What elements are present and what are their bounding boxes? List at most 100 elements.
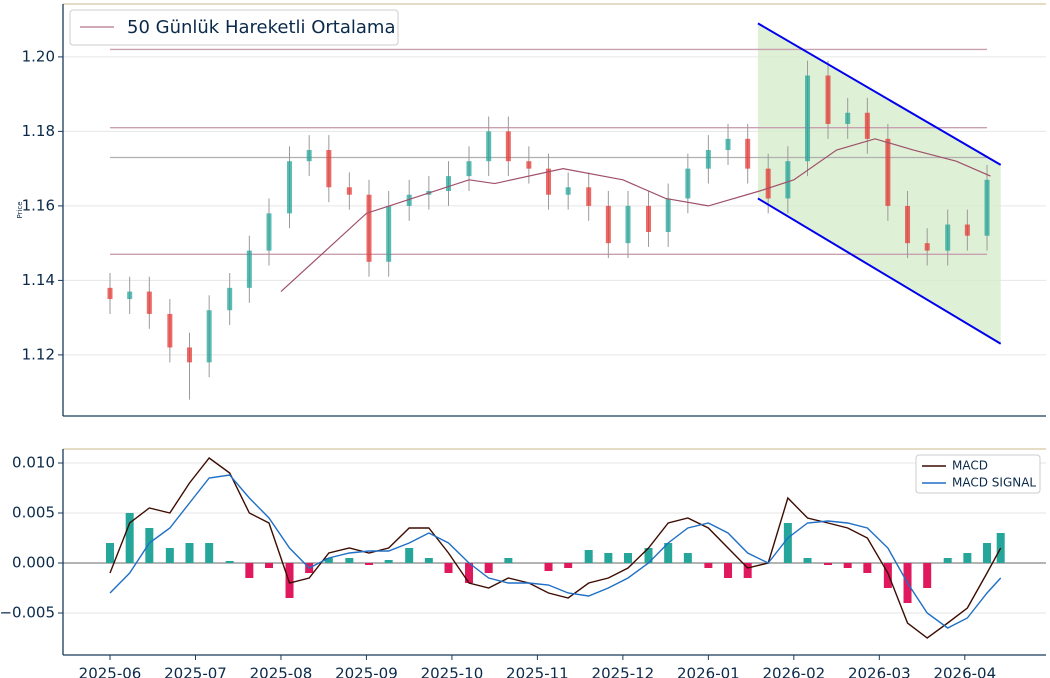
histogram-bar bbox=[504, 558, 513, 563]
histogram-bar bbox=[803, 558, 812, 563]
histogram-bar bbox=[324, 558, 333, 563]
candle-body bbox=[705, 150, 711, 169]
y-tick-label: 1.14 bbox=[22, 271, 55, 289]
candle-body bbox=[864, 112, 870, 139]
x-tick-label: 2025-11 bbox=[506, 665, 569, 678]
candle-body bbox=[685, 168, 691, 199]
candle-body bbox=[765, 168, 771, 199]
candle-body bbox=[227, 287, 233, 311]
candle-body bbox=[266, 213, 272, 251]
histogram-bar bbox=[584, 550, 593, 563]
histogram-bar bbox=[484, 563, 493, 573]
channel-line bbox=[757, 197, 1002, 345]
histogram-bar bbox=[883, 563, 892, 588]
moving-average bbox=[280, 138, 991, 293]
y-tick-label: 1.20 bbox=[22, 47, 55, 65]
candle-body bbox=[924, 243, 930, 251]
candle-body bbox=[725, 138, 731, 151]
histogram-bar bbox=[285, 563, 294, 598]
histogram-bar bbox=[185, 543, 194, 563]
histogram-bar bbox=[405, 548, 414, 563]
candle-body bbox=[984, 179, 990, 236]
legend-box bbox=[915, 454, 1041, 494]
histogram-bar bbox=[863, 563, 872, 573]
candle-body bbox=[246, 250, 252, 288]
candle-body bbox=[486, 131, 492, 162]
histogram-bar bbox=[824, 563, 833, 565]
macd-line bbox=[109, 474, 1002, 629]
candle-body bbox=[127, 291, 133, 300]
y-tick-label: 1.18 bbox=[22, 122, 55, 140]
histogram-bar bbox=[205, 543, 214, 563]
y-tick-label: 1.12 bbox=[22, 345, 55, 363]
histogram-bar bbox=[265, 563, 274, 568]
legend-label: MACD bbox=[952, 459, 988, 473]
candle-body bbox=[505, 131, 511, 162]
candle-body bbox=[107, 287, 113, 300]
candle-body bbox=[206, 310, 212, 363]
x-tick-label: 2025-08 bbox=[250, 665, 313, 678]
histogram-bar bbox=[444, 563, 453, 573]
candle-body bbox=[446, 176, 452, 192]
y-tick-label: 0.010 bbox=[12, 454, 55, 472]
candle-body bbox=[306, 150, 312, 162]
candle-body bbox=[625, 205, 631, 244]
histogram-bar bbox=[724, 563, 733, 578]
histogram-bar bbox=[145, 528, 154, 563]
histogram-bar bbox=[963, 553, 972, 563]
candle-body bbox=[565, 187, 571, 195]
histogram-bar bbox=[345, 558, 354, 563]
candle-body bbox=[605, 205, 611, 244]
legend-label: MACD SIGNAL bbox=[952, 476, 1036, 490]
y-tick-label: −0.005 bbox=[0, 604, 55, 622]
candle-body bbox=[326, 150, 332, 188]
candle-body bbox=[466, 161, 472, 177]
histogram-bar bbox=[424, 558, 433, 563]
candle-body bbox=[885, 138, 891, 206]
candle-body bbox=[845, 112, 851, 124]
candle-body bbox=[406, 194, 412, 206]
histogram-bar bbox=[106, 543, 115, 563]
legend-label: 50 Günlük Hareketli Ortalama bbox=[127, 17, 395, 38]
candle-body bbox=[905, 205, 911, 244]
candle-body bbox=[526, 161, 532, 169]
x-tick-label: 2026-01 bbox=[677, 665, 740, 678]
candle-body bbox=[167, 313, 173, 348]
histogram-bar bbox=[245, 563, 254, 578]
histogram-bar bbox=[743, 563, 752, 578]
histogram-bar bbox=[664, 543, 673, 563]
x-tick-label: 2025-09 bbox=[335, 665, 398, 678]
histogram-bar bbox=[465, 563, 474, 583]
candle-body bbox=[964, 224, 970, 236]
x-tick-label: 2026-02 bbox=[762, 665, 825, 678]
y-axis-label: Price bbox=[16, 201, 24, 218]
x-tick-label: 2026-03 bbox=[848, 665, 911, 678]
candle-body bbox=[825, 75, 831, 124]
histogram-bar bbox=[604, 553, 613, 563]
candle-body bbox=[287, 161, 293, 214]
histogram-bar bbox=[624, 553, 633, 563]
candle-body bbox=[665, 198, 671, 232]
x-tick-label: 2025-12 bbox=[592, 665, 655, 678]
channel-line bbox=[757, 22, 1002, 166]
histogram-bar bbox=[683, 553, 692, 563]
candle-body bbox=[646, 205, 652, 232]
histogram-bar bbox=[225, 561, 234, 563]
channel-fill bbox=[757, 23, 1001, 344]
candle-body bbox=[586, 187, 592, 206]
candle-body bbox=[366, 194, 372, 262]
histogram-bar bbox=[843, 563, 852, 568]
candle-body bbox=[346, 187, 352, 195]
candle-body bbox=[386, 205, 392, 262]
candle-body bbox=[805, 75, 811, 162]
candle-body bbox=[945, 224, 951, 251]
candle-body bbox=[785, 161, 791, 199]
x-tick-label: 2026-04 bbox=[933, 665, 996, 678]
candle-body bbox=[146, 291, 152, 314]
histogram-bar bbox=[783, 523, 792, 563]
y-tick-label: 1.16 bbox=[22, 196, 55, 214]
candle-body bbox=[546, 168, 552, 195]
histogram-bar bbox=[165, 548, 174, 563]
histogram-bar bbox=[644, 548, 653, 563]
